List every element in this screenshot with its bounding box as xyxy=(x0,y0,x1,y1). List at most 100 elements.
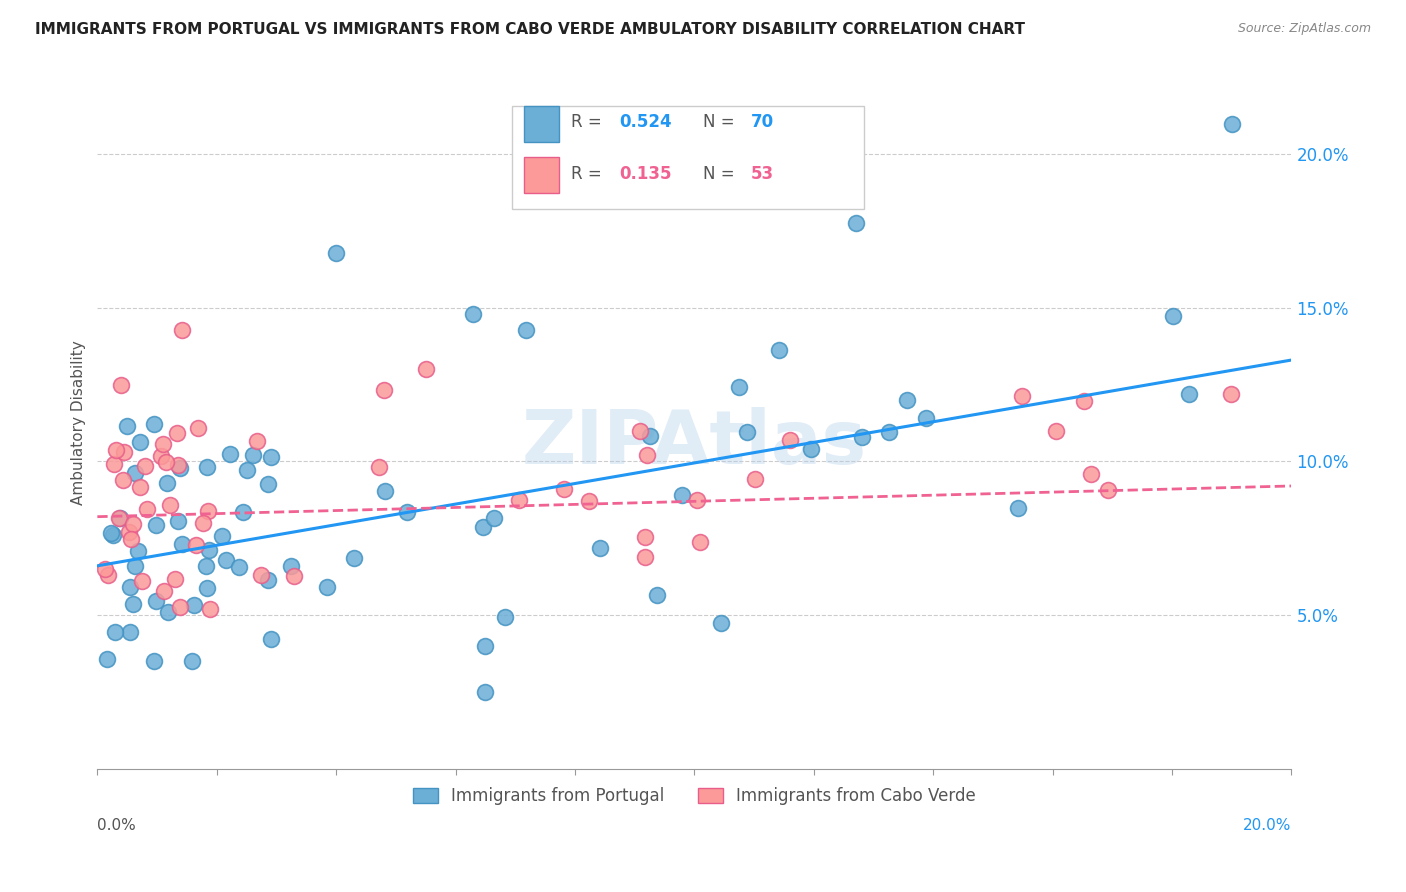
Point xyxy=(280,559,302,574)
Point xyxy=(198,542,221,557)
Point xyxy=(187,421,209,435)
Bar xyxy=(523,106,560,142)
Point xyxy=(145,517,167,532)
Point xyxy=(172,537,194,551)
Point xyxy=(228,560,250,574)
Point xyxy=(463,307,485,321)
Point xyxy=(105,443,128,458)
Point xyxy=(145,594,167,608)
Point xyxy=(915,410,938,425)
Point xyxy=(117,419,139,434)
Point xyxy=(316,580,339,594)
Point xyxy=(768,343,790,358)
Point xyxy=(219,447,242,461)
Point xyxy=(157,605,180,619)
Point xyxy=(508,492,530,507)
Point xyxy=(191,516,214,531)
Point xyxy=(395,505,418,519)
Point xyxy=(686,492,709,507)
Point xyxy=(103,527,125,541)
Point xyxy=(215,552,238,566)
Point xyxy=(472,520,495,534)
Point xyxy=(640,429,662,443)
Point xyxy=(744,472,766,486)
Point xyxy=(735,425,758,439)
Point xyxy=(183,598,205,612)
Point xyxy=(127,544,149,558)
Point xyxy=(112,473,135,487)
Text: 20.0%: 20.0% xyxy=(1243,818,1292,833)
Point xyxy=(156,476,179,491)
Point xyxy=(1220,116,1243,130)
Y-axis label: Ambulatory Disability: Ambulatory Disability xyxy=(72,341,86,506)
Text: 70: 70 xyxy=(751,113,773,131)
Point xyxy=(124,558,146,573)
Point xyxy=(124,466,146,480)
Point xyxy=(232,505,254,519)
Point xyxy=(96,652,118,666)
Point xyxy=(134,458,156,473)
Point xyxy=(634,530,657,544)
Point xyxy=(108,511,131,525)
Point xyxy=(257,476,280,491)
Point xyxy=(195,459,218,474)
Point xyxy=(250,568,273,582)
Point xyxy=(169,461,191,475)
FancyBboxPatch shape xyxy=(512,106,863,209)
Point xyxy=(689,535,711,549)
Point xyxy=(645,588,668,602)
Point xyxy=(152,437,174,451)
Point xyxy=(1011,389,1033,403)
Point xyxy=(589,541,612,555)
Point xyxy=(167,514,190,528)
Point xyxy=(97,568,120,582)
Text: N =: N = xyxy=(703,113,740,131)
Point xyxy=(246,434,269,448)
Point xyxy=(128,480,150,494)
Point xyxy=(120,625,142,640)
Point xyxy=(142,417,165,431)
Point xyxy=(110,377,132,392)
Point xyxy=(153,584,176,599)
Point xyxy=(260,632,283,646)
Point xyxy=(131,574,153,588)
Point xyxy=(728,380,751,394)
Point xyxy=(169,600,191,615)
Text: 0.524: 0.524 xyxy=(619,113,672,131)
Point xyxy=(800,442,823,457)
Point xyxy=(779,433,801,447)
Point xyxy=(474,639,496,653)
Point xyxy=(242,448,264,462)
Bar xyxy=(523,157,560,193)
Point xyxy=(150,449,173,463)
Point xyxy=(103,625,125,640)
Point xyxy=(181,654,204,668)
Point xyxy=(474,685,496,699)
Text: Source: ZipAtlas.com: Source: ZipAtlas.com xyxy=(1237,22,1371,36)
Point xyxy=(110,510,132,524)
Point xyxy=(170,323,193,337)
Point xyxy=(494,610,516,624)
Point xyxy=(671,487,693,501)
Point xyxy=(515,323,537,337)
Point xyxy=(415,362,437,376)
Point xyxy=(1163,309,1185,323)
Point xyxy=(1219,387,1241,401)
Point xyxy=(343,550,366,565)
Point xyxy=(896,393,918,408)
Point xyxy=(155,455,177,469)
Point xyxy=(630,424,652,438)
Point xyxy=(197,581,219,595)
Point xyxy=(367,459,389,474)
Point xyxy=(120,532,142,546)
Point xyxy=(1080,467,1102,481)
Point xyxy=(259,450,281,465)
Point xyxy=(197,504,219,518)
Text: R =: R = xyxy=(571,113,607,131)
Point xyxy=(129,434,152,449)
Point xyxy=(325,245,347,260)
Point xyxy=(636,448,658,462)
Point xyxy=(165,572,187,586)
Point xyxy=(256,573,278,587)
Point xyxy=(710,616,733,631)
